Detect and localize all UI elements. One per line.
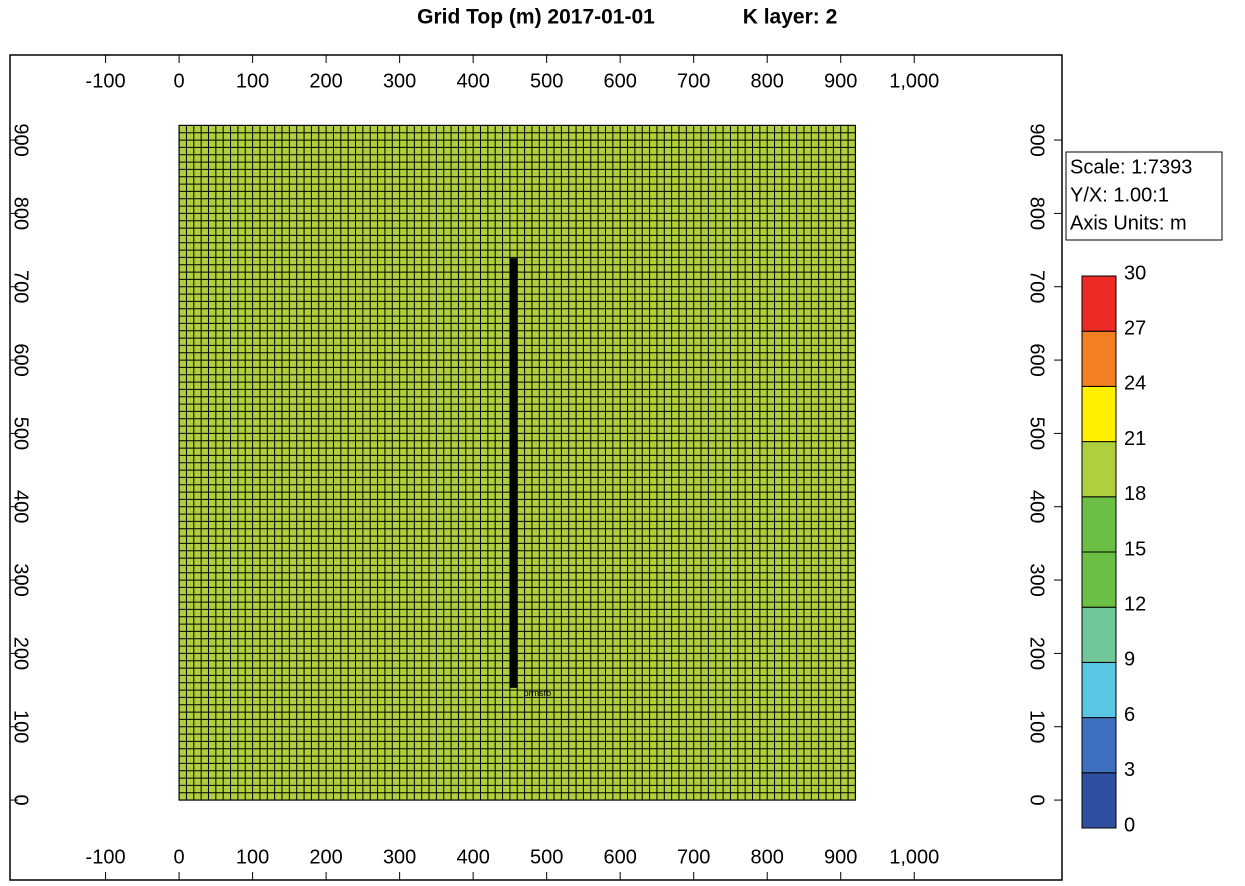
x-tick-label: 900 — [824, 846, 857, 868]
x-tick-label: 500 — [530, 846, 563, 868]
colorbar-label: 15 — [1124, 538, 1146, 560]
colorbar-label: 18 — [1124, 483, 1146, 505]
info-text: Axis Units: m — [1070, 212, 1187, 234]
colorbar-label: 30 — [1124, 262, 1146, 284]
colorbar-segment — [1081, 551, 1117, 608]
x-tick-label: 500 — [530, 70, 563, 92]
x-tick-label: 300 — [383, 846, 416, 868]
x-tick-label: 700 — [677, 70, 710, 92]
well-trajectory — [509, 258, 518, 688]
colorbar-label: 0 — [1124, 814, 1135, 836]
colorbar-segment — [1081, 385, 1117, 443]
y-tick-label: 0 — [10, 795, 32, 806]
colorbar-label: 6 — [1124, 704, 1135, 726]
chart-subtitle: K layer: 2 — [743, 6, 838, 29]
colorbar-label: 9 — [1124, 649, 1135, 671]
x-tick-label: -100 — [86, 846, 126, 868]
y-tick-label: 700 — [10, 270, 32, 303]
x-tick-label: 1,000 — [889, 846, 939, 868]
y-tick-label: 600 — [1026, 343, 1048, 376]
x-tick-label: 300 — [383, 70, 416, 92]
info-box — [1065, 151, 1223, 241]
x-tick-label: 0 — [174, 846, 185, 868]
colorbar-segment — [1081, 275, 1117, 332]
colorbar-label: 21 — [1124, 428, 1146, 450]
y-tick-label: 800 — [1026, 197, 1048, 230]
y-tick-label: 700 — [1026, 270, 1048, 303]
colorbar-label: 27 — [1124, 317, 1146, 339]
well-label: prmsfb — [524, 688, 552, 698]
x-tick-label: 800 — [751, 70, 784, 92]
colorbar-segment — [1081, 330, 1117, 387]
x-tick-label: 800 — [751, 846, 784, 868]
y-tick-label: 100 — [10, 710, 32, 743]
y-tick-label: 300 — [10, 563, 32, 596]
x-tick-label: 0 — [174, 70, 185, 92]
colorbar-segment — [1081, 496, 1117, 553]
y-tick-label: 300 — [1026, 563, 1048, 596]
colorbar-label: 12 — [1124, 593, 1146, 615]
y-tick-label: 200 — [1026, 637, 1048, 670]
x-tick-label: 400 — [456, 70, 489, 92]
y-tick-label: 400 — [1026, 490, 1048, 523]
colorbar-segment — [1081, 606, 1117, 663]
colorbar-segment — [1081, 772, 1117, 829]
x-tick-label: 200 — [309, 70, 342, 92]
info-text: Y/X: 1.00:1 — [1070, 184, 1169, 206]
x-tick-label: 600 — [603, 70, 636, 92]
colorbar-segment — [1081, 661, 1117, 719]
y-tick-label: 600 — [10, 343, 32, 376]
colorbar-label: 3 — [1124, 759, 1135, 781]
y-tick-label: 800 — [10, 197, 32, 230]
y-tick-label: 900 — [10, 123, 32, 156]
y-tick-label: 200 — [10, 637, 32, 670]
x-tick-label: 100 — [236, 70, 269, 92]
x-tick-label: 100 — [236, 846, 269, 868]
y-tick-label: 100 — [1026, 710, 1048, 743]
colorbar-label: 24 — [1124, 373, 1146, 395]
colorbar-segment — [1081, 717, 1117, 774]
x-tick-label: 900 — [824, 70, 857, 92]
chart-title: Grid Top (m) 2017-01-01 — [417, 6, 655, 29]
x-tick-label: 200 — [309, 846, 342, 868]
x-tick-label: 600 — [603, 846, 636, 868]
y-tick-label: 400 — [10, 490, 32, 523]
colorbar-segment — [1081, 441, 1117, 498]
x-tick-label: 1,000 — [889, 70, 939, 92]
y-tick-label: 0 — [1026, 795, 1048, 806]
x-tick-label: -100 — [86, 70, 126, 92]
x-tick-label: 400 — [456, 846, 489, 868]
y-tick-label: 500 — [1026, 417, 1048, 450]
y-tick-label: 500 — [10, 417, 32, 450]
x-tick-label: 700 — [677, 846, 710, 868]
info-text: Scale: 1:7393 — [1070, 156, 1192, 178]
plot-frame — [9, 54, 1063, 881]
y-tick-label: 900 — [1026, 123, 1048, 156]
